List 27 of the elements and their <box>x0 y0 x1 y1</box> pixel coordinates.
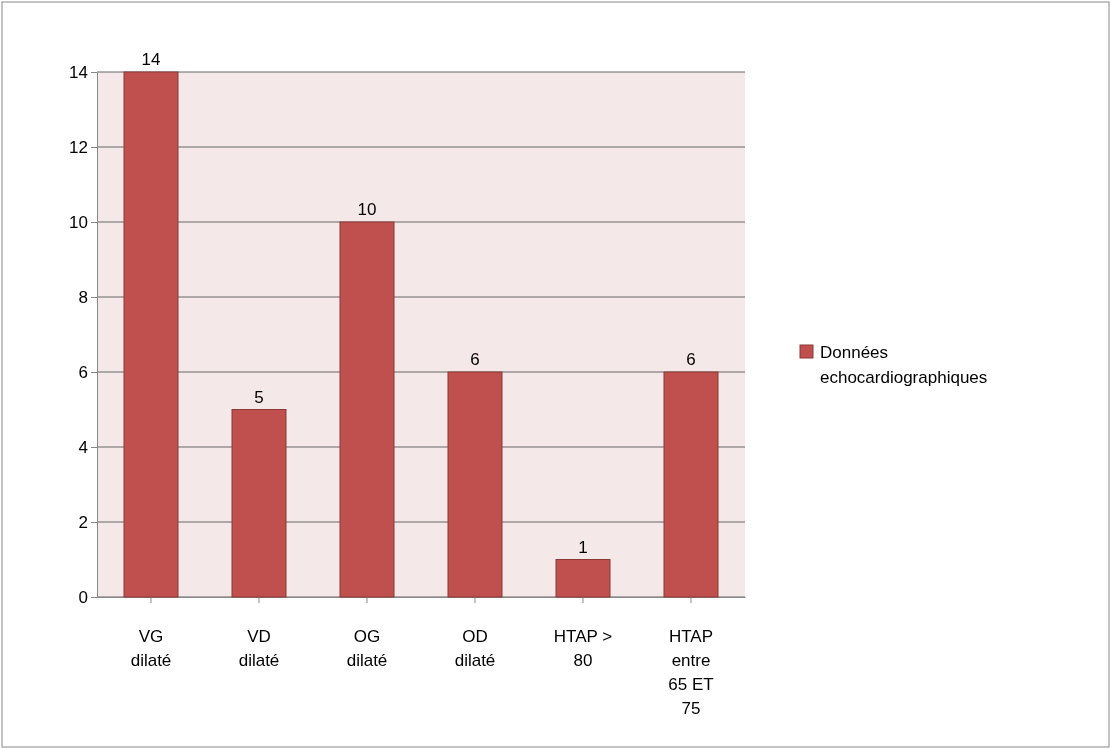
data-label: 5 <box>254 387 264 407</box>
data-label: 14 <box>141 50 161 69</box>
y-tick-label: 0 <box>78 587 88 607</box>
y-tick-label: 12 <box>69 137 88 157</box>
y-tick-label: 4 <box>78 437 88 457</box>
data-label: 10 <box>357 200 377 219</box>
data-label: 6 <box>686 350 696 369</box>
x-tick-label: VD dilaté <box>238 627 280 670</box>
y-tick-label: 14 <box>69 62 88 82</box>
data-label: 6 <box>470 350 480 369</box>
bar <box>123 71 179 598</box>
bar <box>339 221 395 598</box>
bar <box>231 409 287 598</box>
y-tick-label: 10 <box>69 212 88 232</box>
data-label: 1 <box>578 537 588 557</box>
bar <box>663 371 719 598</box>
bar <box>447 371 503 598</box>
x-tick-label: HTAP entre 65 ET 75 <box>668 627 714 718</box>
legend-label: Données echocardiographiques <box>820 343 988 387</box>
y-tick-label: 2 <box>78 512 88 532</box>
bar <box>555 559 611 598</box>
y-tick-label: 6 <box>78 362 88 382</box>
y-tick-label: 8 <box>78 287 88 307</box>
x-tick-label: OG dilaté <box>346 627 388 670</box>
x-tick-label: OD dilaté <box>454 627 496 670</box>
x-tick-label: VG dilaté <box>130 627 172 670</box>
x-tick-label: HTAP > 80 <box>553 627 613 670</box>
